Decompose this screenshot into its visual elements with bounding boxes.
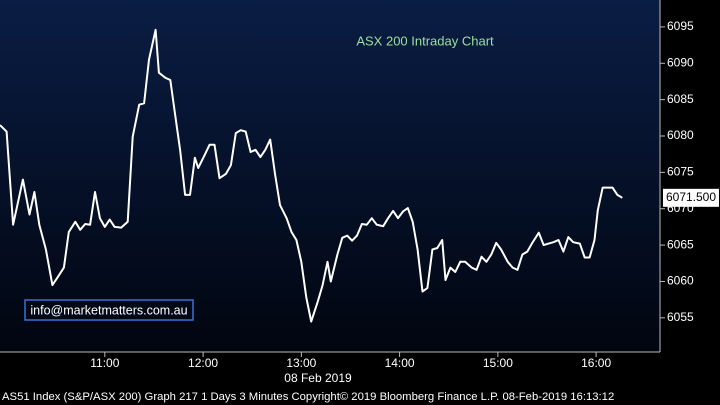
plot-background	[0, 0, 660, 352]
y-tick-label: 6090	[667, 55, 694, 69]
watermark-box	[24, 299, 194, 321]
y-tick-label: 6060	[667, 274, 694, 288]
price-line	[0, 28, 623, 323]
x-tick-label: 11:00	[90, 356, 119, 370]
y-tick-label: 6065	[667, 237, 694, 251]
y-tick-label: 6080	[667, 128, 694, 142]
x-tick-label: 12:00	[188, 356, 218, 370]
x-tick-label: 16:00	[581, 356, 611, 370]
x-tick-label: 15:00	[483, 356, 513, 370]
watermark: info@marketmatters.com.au	[30, 303, 187, 317]
y-tick-label: 6075	[667, 165, 694, 179]
last-price-box	[663, 188, 719, 207]
last-price-label: 6071.500	[666, 190, 716, 204]
x-tick-label: 13:00	[286, 356, 316, 370]
source-footer: AS51 Index (S&P/ASX 200) Graph 217 1 Day…	[2, 391, 614, 403]
chart-title: ASX 200 Intraday Chart	[356, 33, 494, 48]
x-tick-label: 14:00	[385, 356, 415, 370]
y-tick-label: 6085	[667, 92, 694, 106]
x-axis-label: 08 Feb 2019	[284, 371, 352, 385]
y-tick-label: 6055	[667, 310, 694, 324]
y-tick-label: 6095	[667, 19, 694, 33]
